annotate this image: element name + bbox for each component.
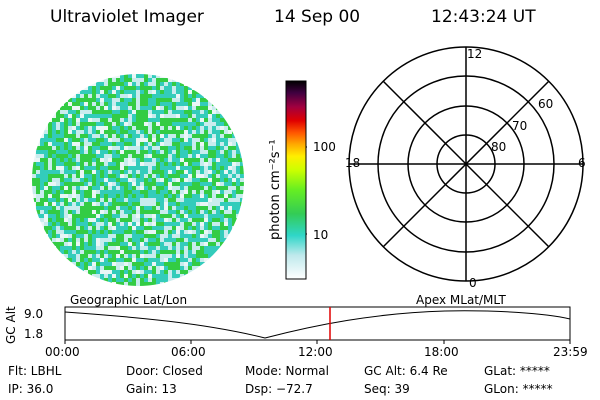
instrument-title: Ultraviolet Imager: [50, 7, 204, 27]
colorbar-tick-100: 100: [313, 140, 336, 154]
ip-field: IP: 36.0: [8, 382, 54, 396]
glon-field: GLon: *****: [484, 382, 553, 396]
date-label: 14 Sep 00: [274, 7, 361, 27]
gain-field: Gain: 13: [126, 382, 177, 396]
filter-field: Flt: LBHL: [8, 364, 62, 378]
colorbar-unit-label: photon cm⁻²s⁻¹: [268, 139, 283, 240]
colorbar: [285, 80, 307, 280]
lat-label-80: 80: [491, 140, 507, 154]
gc-alt-field: GC Alt: 6.4 Re: [364, 364, 448, 378]
time-label: 12:43:24 UT: [431, 7, 536, 27]
timeline-tick-0600: 06:00: [171, 345, 206, 359]
lat-label-70: 70: [512, 119, 528, 133]
timeline-tick-2359: 23:59: [553, 345, 588, 359]
mode-field: Mode: Normal: [245, 364, 329, 378]
lat-label-60: 60: [538, 97, 554, 111]
glat-field: GLat: *****: [484, 364, 550, 378]
seq-field: Seq: 39: [364, 382, 410, 396]
timeline-y-min: 1.8: [24, 327, 44, 341]
dsp-field: Dsp: −72.7: [245, 382, 313, 396]
timeline-tick-1800: 18:00: [424, 345, 459, 359]
polar-grid: [348, 46, 584, 282]
timeline-left-title: Geographic Lat/Lon: [70, 293, 188, 307]
timeline-right-title: Apex MLat/MLT: [416, 293, 506, 307]
mlt-label-0: 0: [469, 276, 477, 290]
mlt-label-18: 18: [345, 156, 361, 170]
timeline-tick-1200: 12:00: [298, 345, 333, 359]
timeline-axis-label: GC Alt: [4, 306, 18, 344]
door-field: Door: Closed: [126, 364, 203, 378]
colorbar-tick-10: 10: [313, 228, 329, 242]
mlt-label-12: 12: [467, 47, 483, 61]
timeline-tick-0000: 00:00: [45, 345, 80, 359]
timeline-y-max: 9.0: [24, 307, 44, 321]
mlt-label-6: 6: [578, 156, 586, 170]
altitude-timeline: [64, 306, 571, 344]
auroral-image: [32, 74, 244, 286]
